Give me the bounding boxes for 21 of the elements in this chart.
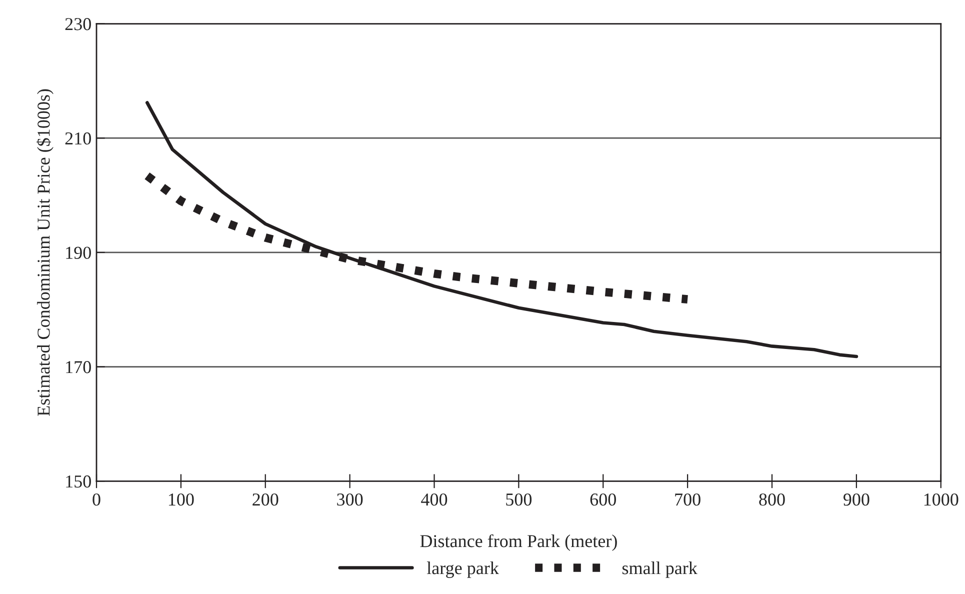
y-axis-title: Estimated Condominium Unit Price ($1000s) bbox=[36, 89, 54, 416]
line-series bbox=[145, 100, 858, 358]
y-tick-label: 190 bbox=[66, 246, 91, 259]
x-tick-label: 500 bbox=[506, 493, 532, 506]
x-tick-label: 900 bbox=[843, 493, 870, 506]
y-tick-label: 210 bbox=[65, 132, 91, 145]
y-tick-label: 150 bbox=[66, 475, 91, 488]
x-axis-title: Distance from Park (meter) bbox=[420, 534, 617, 551]
x-tick-label: 600 bbox=[590, 493, 616, 506]
x-tick-label: 300 bbox=[337, 493, 363, 506]
x-tick-label: 800 bbox=[759, 493, 785, 506]
x-tick-label: 200 bbox=[252, 493, 278, 506]
x-tick-label: 400 bbox=[421, 493, 448, 506]
x-tick-label: 700 bbox=[675, 493, 700, 506]
legend-label: small park bbox=[622, 562, 698, 578]
x-tick-label: 0 bbox=[92, 493, 100, 506]
legend-label: large park bbox=[426, 562, 499, 578]
x-tick-label: 100 bbox=[168, 493, 194, 506]
y-tick-label: 170 bbox=[66, 361, 91, 374]
x-tick-label: 1000 bbox=[924, 493, 958, 506]
y-tick-label: 230 bbox=[65, 18, 91, 30]
